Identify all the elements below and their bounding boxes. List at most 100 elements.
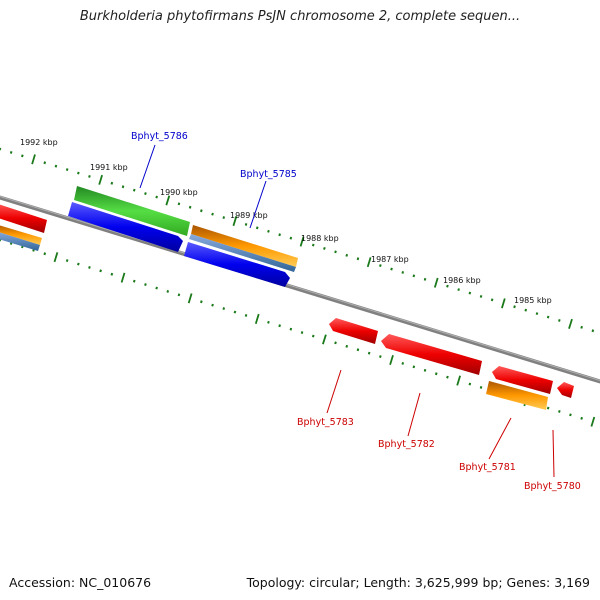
minor-tick <box>345 344 349 348</box>
minor-tick <box>423 368 427 372</box>
cds-feature-forward[interactable] <box>74 186 190 236</box>
minor-tick <box>412 274 416 278</box>
gene-leader-line <box>326 369 342 414</box>
map-title: Burkholderia phytofirmans PsJN chromosom… <box>79 9 521 24</box>
minor-tick <box>222 216 226 219</box>
minor-tick <box>43 161 47 165</box>
minor-tick <box>580 416 583 420</box>
cds-feature-forward[interactable] <box>184 242 290 287</box>
minor-tick <box>132 279 136 283</box>
minor-tick <box>155 195 158 199</box>
minor-tick <box>289 236 293 240</box>
cds-feature-forward[interactable] <box>0 224 42 245</box>
gene-leader-line <box>552 429 555 478</box>
minor-tick <box>468 291 472 295</box>
minor-tick <box>367 351 371 355</box>
major-tick <box>254 313 260 324</box>
kbp-label: 1989 kbp <box>230 211 268 220</box>
gene-label[interactable]: Bphyt_5785 <box>240 169 297 180</box>
cds-feature-forward[interactable] <box>189 234 296 272</box>
minor-tick <box>300 331 304 334</box>
major-tick <box>31 154 36 165</box>
minor-tick <box>401 362 405 365</box>
gene-label[interactable]: Bphyt_5782 <box>378 439 435 450</box>
minor-tick <box>65 259 69 262</box>
minor-tick <box>311 243 315 247</box>
minor-tick <box>446 284 449 288</box>
minor-tick <box>211 303 214 307</box>
gene-label[interactable]: Bphyt_5780 <box>524 481 581 492</box>
minor-tick <box>77 262 80 266</box>
cds-feature-reverse[interactable] <box>492 366 553 394</box>
minor-tick <box>334 341 337 345</box>
minor-tick <box>278 233 281 237</box>
gene-leader-line <box>407 392 421 437</box>
minor-tick <box>323 246 326 250</box>
gene-leader-line <box>249 180 267 229</box>
major-tick <box>299 236 305 247</box>
minor-tick <box>546 315 550 319</box>
minor-tick <box>88 266 91 269</box>
minor-tick <box>479 386 483 389</box>
minor-tick <box>558 319 561 322</box>
minor-tick <box>479 295 483 298</box>
minor-tick <box>345 253 349 257</box>
minor-tick <box>65 168 69 171</box>
topology-text: Topology: circular; Length: 3,625,999 bp… <box>246 575 590 590</box>
minor-tick <box>121 185 125 189</box>
gene-label[interactable]: Bphyt_5783 <box>297 417 354 428</box>
major-tick <box>433 277 439 288</box>
minor-tick <box>356 257 360 261</box>
kbp-label: 1987 kbp <box>371 255 409 264</box>
minor-tick <box>311 334 315 338</box>
cds-feature-reverse[interactable] <box>381 334 482 375</box>
minor-tick <box>88 175 91 178</box>
minor-tick <box>144 283 147 286</box>
major-tick <box>456 375 461 386</box>
minor-tick <box>177 202 181 206</box>
gene-label[interactable]: Bphyt_5786 <box>131 131 188 142</box>
minor-tick <box>524 308 528 312</box>
minor-tick <box>580 325 583 329</box>
major-tick <box>98 174 103 185</box>
cds-feature-forward[interactable] <box>0 231 40 251</box>
minor-tick <box>188 205 192 209</box>
gene-label[interactable]: Bphyt_5781 <box>459 462 516 473</box>
cds-feature-forward[interactable] <box>191 225 298 267</box>
kbp-label: 1988 kbp <box>301 234 339 243</box>
minor-tick <box>569 413 572 417</box>
major-tick <box>389 354 394 366</box>
major-tick <box>366 257 372 268</box>
minor-tick <box>446 375 449 379</box>
minor-tick <box>468 382 472 386</box>
cds-feature-forward[interactable] <box>68 202 183 252</box>
minor-tick <box>222 307 226 310</box>
cds-feature-forward[interactable] <box>0 203 47 233</box>
cds-feature-reverse[interactable] <box>329 318 378 344</box>
minor-tick <box>401 271 405 274</box>
minor-tick <box>267 320 270 324</box>
minor-tick <box>132 188 136 192</box>
kbp-label: 1985 kbp <box>514 296 552 305</box>
minor-tick <box>166 290 170 293</box>
minor-tick <box>233 310 237 314</box>
gene-leader-line <box>139 144 156 189</box>
major-tick <box>187 293 193 304</box>
kbp-label: 1990 kbp <box>160 188 198 197</box>
cds-feature-reverse[interactable] <box>486 381 548 410</box>
minor-tick <box>412 365 416 369</box>
minor-tick <box>278 324 281 328</box>
kbp-label: 1986 kbp <box>443 276 481 285</box>
genome-backbone <box>0 195 600 384</box>
minor-tick <box>21 154 24 158</box>
minor-tick <box>334 250 337 254</box>
major-tick <box>120 272 126 283</box>
cds-feature-reverse[interactable] <box>557 382 574 398</box>
major-tick <box>165 195 171 206</box>
minor-tick <box>535 312 539 316</box>
minor-tick <box>110 181 114 185</box>
minor-tick <box>200 209 203 213</box>
major-tick <box>590 416 596 427</box>
minor-tick <box>77 171 80 175</box>
